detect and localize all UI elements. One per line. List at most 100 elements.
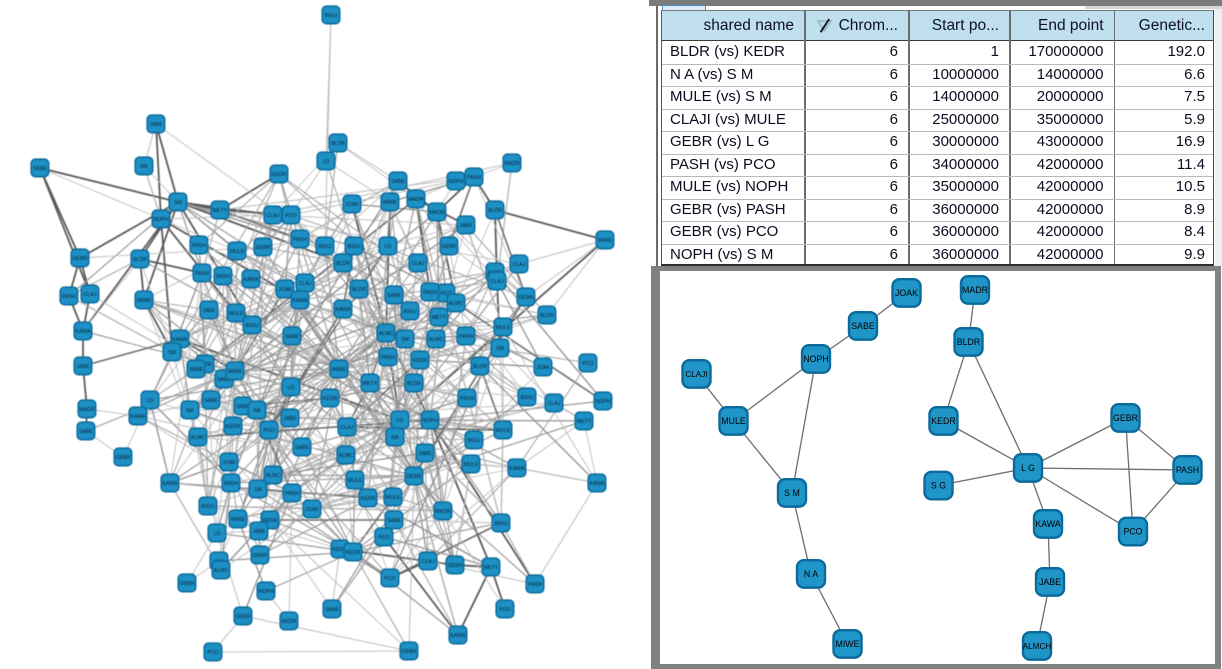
svg-text:GEBR: GEBR: [442, 244, 457, 250]
svg-text:CLAJ: CLAJ: [513, 262, 526, 268]
svg-text:LG: LG: [323, 159, 330, 165]
svg-text:KEDR: KEDR: [931, 416, 955, 426]
svg-text:BLDR: BLDR: [407, 381, 421, 387]
svg-text:SM: SM: [254, 487, 262, 493]
svg-text:PCO: PCO: [582, 361, 593, 367]
svg-text:CLAJI: CLAJI: [685, 370, 707, 379]
svg-text:PCO: PCO: [440, 291, 451, 297]
svg-text:PASH: PASH: [459, 334, 473, 340]
svg-text:KAWA: KAWA: [590, 481, 605, 487]
svg-text:S M: S M: [784, 488, 800, 498]
svg-text:KEDR: KEDR: [272, 172, 287, 178]
svg-text:ALMC: ALMC: [339, 453, 354, 459]
svg-text:NA: NA: [140, 164, 148, 170]
svg-text:MULE: MULE: [464, 462, 479, 468]
svg-text:BIGU: BIGU: [325, 13, 338, 19]
svg-text:ALMC: ALMC: [379, 331, 394, 337]
svg-text:BIGU: BIGU: [468, 438, 481, 444]
svg-text:JOAK: JOAK: [305, 507, 319, 513]
svg-text:SABE: SABE: [295, 445, 309, 451]
svg-text:BIGU: BIGU: [319, 244, 332, 250]
svg-text:LG: LG: [147, 398, 154, 404]
svg-text:MIWE: MIWE: [598, 238, 613, 244]
svg-text:NOPH: NOPH: [449, 179, 464, 185]
svg-text:PCO: PCO: [499, 607, 510, 613]
svg-text:GEBR: GEBR: [407, 474, 422, 480]
svg-text:KEDR: KEDR: [323, 396, 338, 402]
svg-text:GEBR: GEBR: [1113, 413, 1138, 423]
svg-text:KEDR: KEDR: [413, 358, 428, 364]
svg-text:JABE: JABE: [77, 364, 91, 370]
svg-text:BLDR: BLDR: [488, 208, 502, 214]
svg-text:BIGU: BIGU: [521, 395, 534, 401]
svg-text:GEBR: GEBR: [448, 563, 463, 569]
svg-text:KAWA: KAWA: [336, 307, 351, 313]
svg-text:CLAJ: CLAJ: [548, 401, 561, 407]
svg-text:KAWA: KAWA: [131, 414, 146, 420]
svg-text:MIWE: MIWE: [836, 639, 860, 649]
svg-text:JABE: JABE: [1039, 577, 1061, 587]
svg-text:ALMC: ALMC: [191, 435, 206, 441]
svg-text:PASH: PASH: [224, 481, 238, 487]
svg-text:SABE: SABE: [189, 367, 203, 373]
svg-text:CLAJ: CLAJ: [412, 261, 425, 267]
svg-text:BLDR: BLDR: [352, 287, 366, 293]
svg-text:BLDR: BLDR: [473, 364, 487, 370]
svg-text:METY: METY: [363, 381, 378, 387]
svg-text:MADR: MADR: [435, 509, 451, 515]
svg-text:SABE: SABE: [285, 334, 299, 340]
svg-text:METY: METY: [432, 315, 447, 321]
svg-text:NOPH: NOPH: [596, 399, 611, 405]
svg-text:LG: LG: [214, 531, 221, 537]
svg-text:KEDR: KEDR: [333, 547, 348, 553]
svg-text:MADR: MADR: [79, 407, 95, 413]
svg-text:PCO: PCO: [378, 535, 389, 541]
svg-text:CLAJ: CLAJ: [491, 279, 504, 285]
svg-text:JOAK: JOAK: [895, 288, 918, 298]
svg-text:KAWA: KAWA: [76, 329, 91, 335]
svg-text:CLAJ: CLAJ: [267, 213, 280, 219]
svg-text:ALMC: ALMC: [449, 301, 464, 307]
svg-text:JOAK: JOAK: [222, 460, 236, 466]
svg-text:CLAJ: CLAJ: [299, 281, 312, 287]
svg-text:BIGU: BIGU: [246, 323, 259, 329]
svg-text:CLAJ: CLAJ: [84, 292, 97, 298]
svg-text:JABE: JABE: [150, 122, 164, 128]
svg-text:PASH: PASH: [293, 237, 307, 243]
svg-text:SABE: SABE: [217, 377, 231, 383]
svg-text:KEDR: KEDR: [263, 518, 278, 524]
svg-text:BLDR: BLDR: [336, 261, 350, 267]
svg-text:KEDR: KEDR: [282, 619, 297, 625]
svg-text:PASH: PASH: [460, 396, 474, 402]
svg-text:GEBR: GEBR: [519, 295, 534, 301]
svg-text:PASH: PASH: [62, 294, 76, 300]
svg-text:GEBR: GEBR: [236, 614, 251, 620]
svg-text:JABE: JABE: [460, 223, 474, 229]
svg-text:BLDR: BLDR: [540, 313, 554, 319]
svg-text:NOPH: NOPH: [803, 354, 828, 364]
svg-text:ALMC: ALMC: [214, 568, 229, 574]
svg-text:BLDR: BLDR: [133, 257, 147, 263]
svg-text:NOPH: NOPH: [259, 589, 274, 595]
svg-text:SABE: SABE: [387, 518, 401, 524]
svg-text:NA: NA: [253, 408, 261, 414]
svg-text:SABE: SABE: [851, 321, 875, 331]
svg-text:LG: LG: [385, 244, 392, 250]
svg-text:MULE: MULE: [229, 311, 244, 317]
svg-text:SABE: SABE: [33, 166, 47, 172]
svg-text:MULE: MULE: [496, 428, 511, 434]
svg-text:MULE: MULE: [496, 325, 511, 331]
svg-text:SABE: SABE: [387, 293, 401, 299]
svg-text:CLAJ: CLAJ: [422, 559, 435, 565]
svg-text:NOPH: NOPH: [154, 217, 169, 223]
svg-text:MADR: MADR: [962, 285, 988, 295]
svg-text:KAWA: KAWA: [451, 633, 466, 639]
svg-text:SM: SM: [168, 350, 176, 356]
svg-text:LG: LG: [397, 418, 404, 424]
svg-text:JABE: JABE: [419, 451, 433, 457]
svg-text:SM: SM: [401, 337, 409, 343]
svg-text:PCO: PCO: [384, 576, 395, 582]
svg-text:KAWA: KAWA: [163, 481, 178, 487]
svg-text:PASH: PASH: [467, 175, 481, 181]
svg-text:MULE: MULE: [348, 478, 363, 484]
